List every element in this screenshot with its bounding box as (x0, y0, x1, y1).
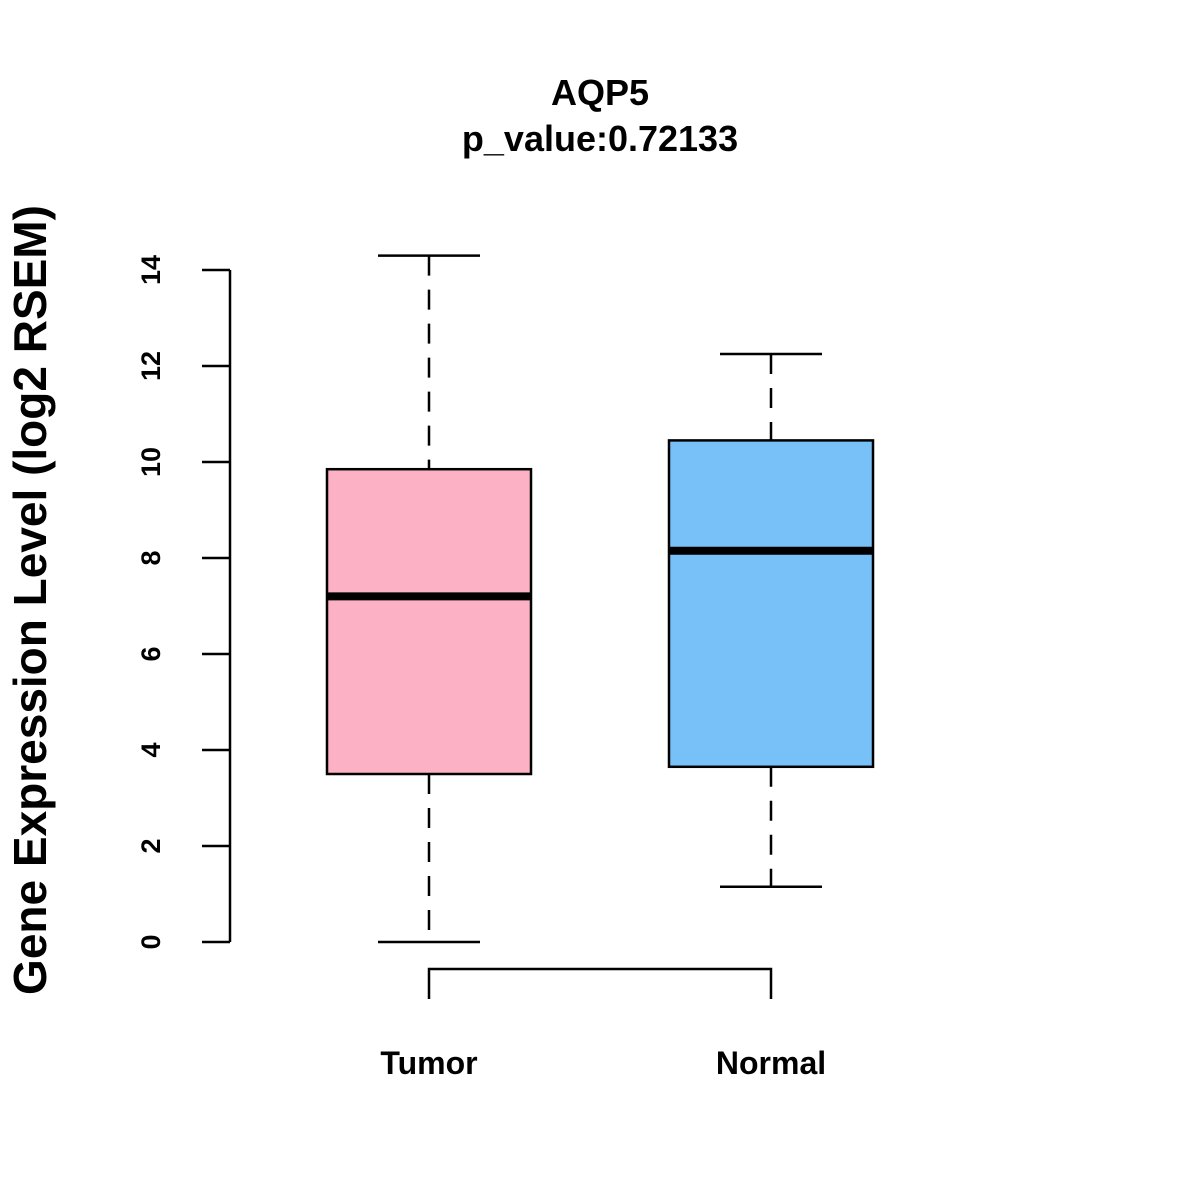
y-tick-label: 8 (136, 550, 166, 565)
y-tick-label: 4 (136, 742, 166, 757)
y-axis-label: Gene Expression Level (log2 RSEM) (4, 205, 56, 995)
y-axis: 0 2 4 6 8 10 12 14 (136, 255, 232, 950)
y-tick-label: 10 (136, 447, 166, 477)
y-tick-label: 0 (136, 934, 166, 949)
boxes-group (325, 254, 875, 944)
y-tick-label: 12 (136, 351, 166, 381)
iqr-box (325, 467, 533, 776)
box-normal (667, 352, 875, 889)
box-tumor (325, 254, 533, 944)
y-tick-label: 6 (136, 646, 166, 661)
x-category-label: Tumor (380, 1045, 477, 1081)
x-category-label: Normal (716, 1045, 826, 1081)
x-axis-labels: Tumor Normal (380, 1045, 826, 1081)
chart-title: AQP5 (551, 72, 649, 113)
chart-subtitle: p_value:0.72133 (462, 118, 738, 159)
comparison-bracket (427, 967, 773, 999)
bracket-line (427, 967, 773, 999)
y-tick-label: 14 (136, 255, 166, 285)
iqr-box (667, 439, 875, 769)
y-tick-label: 2 (136, 838, 166, 853)
